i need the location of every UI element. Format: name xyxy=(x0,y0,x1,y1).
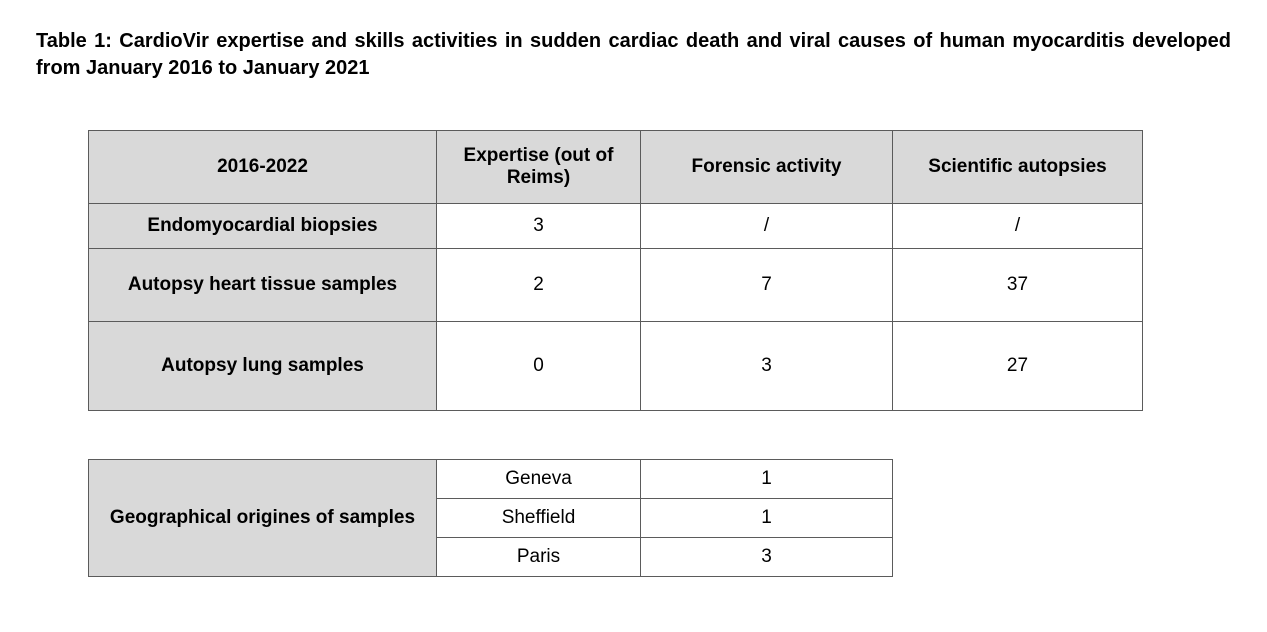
table-row: Autopsy heart tissue samples 2 7 37 xyxy=(89,249,1143,322)
geo-count: 1 xyxy=(641,499,893,538)
row-label: Autopsy lung samples xyxy=(89,322,437,411)
cell: / xyxy=(641,204,893,249)
header-forensic: Forensic activity xyxy=(641,131,893,204)
header-autopsies: Scientific autopsies xyxy=(893,131,1143,204)
expertise-table: 2016-2022 Expertise (out of Reims) Foren… xyxy=(88,130,1143,411)
cell: 27 xyxy=(893,322,1143,411)
cell: 3 xyxy=(641,322,893,411)
table-header-row: 2016-2022 Expertise (out of Reims) Foren… xyxy=(89,131,1143,204)
geo-location: Sheffield xyxy=(437,499,641,538)
cell: 2 xyxy=(437,249,641,322)
geo-location: Geneva xyxy=(437,460,641,499)
cell: 37 xyxy=(893,249,1143,322)
geographical-table: Geographical origines of samples Geneva … xyxy=(88,459,893,577)
table-row: Geographical origines of samples Geneva … xyxy=(89,460,893,499)
geo-count: 1 xyxy=(641,460,893,499)
geo-count: 3 xyxy=(641,538,893,577)
cell: 0 xyxy=(437,322,641,411)
row-label: Endomyocardial biopsies xyxy=(89,204,437,249)
header-period: 2016-2022 xyxy=(89,131,437,204)
header-expertise: Expertise (out of Reims) xyxy=(437,131,641,204)
geo-location: Paris xyxy=(437,538,641,577)
table-row: Autopsy lung samples 0 3 27 xyxy=(89,322,1143,411)
geo-label: Geographical origines of samples xyxy=(89,460,437,577)
cell: 7 xyxy=(641,249,893,322)
cell: 3 xyxy=(437,204,641,249)
table-caption: Table 1: CardioVir expertise and skills … xyxy=(36,28,1231,82)
row-label: Autopsy heart tissue samples xyxy=(89,249,437,322)
cell: / xyxy=(893,204,1143,249)
table-row: Endomyocardial biopsies 3 / / xyxy=(89,204,1143,249)
